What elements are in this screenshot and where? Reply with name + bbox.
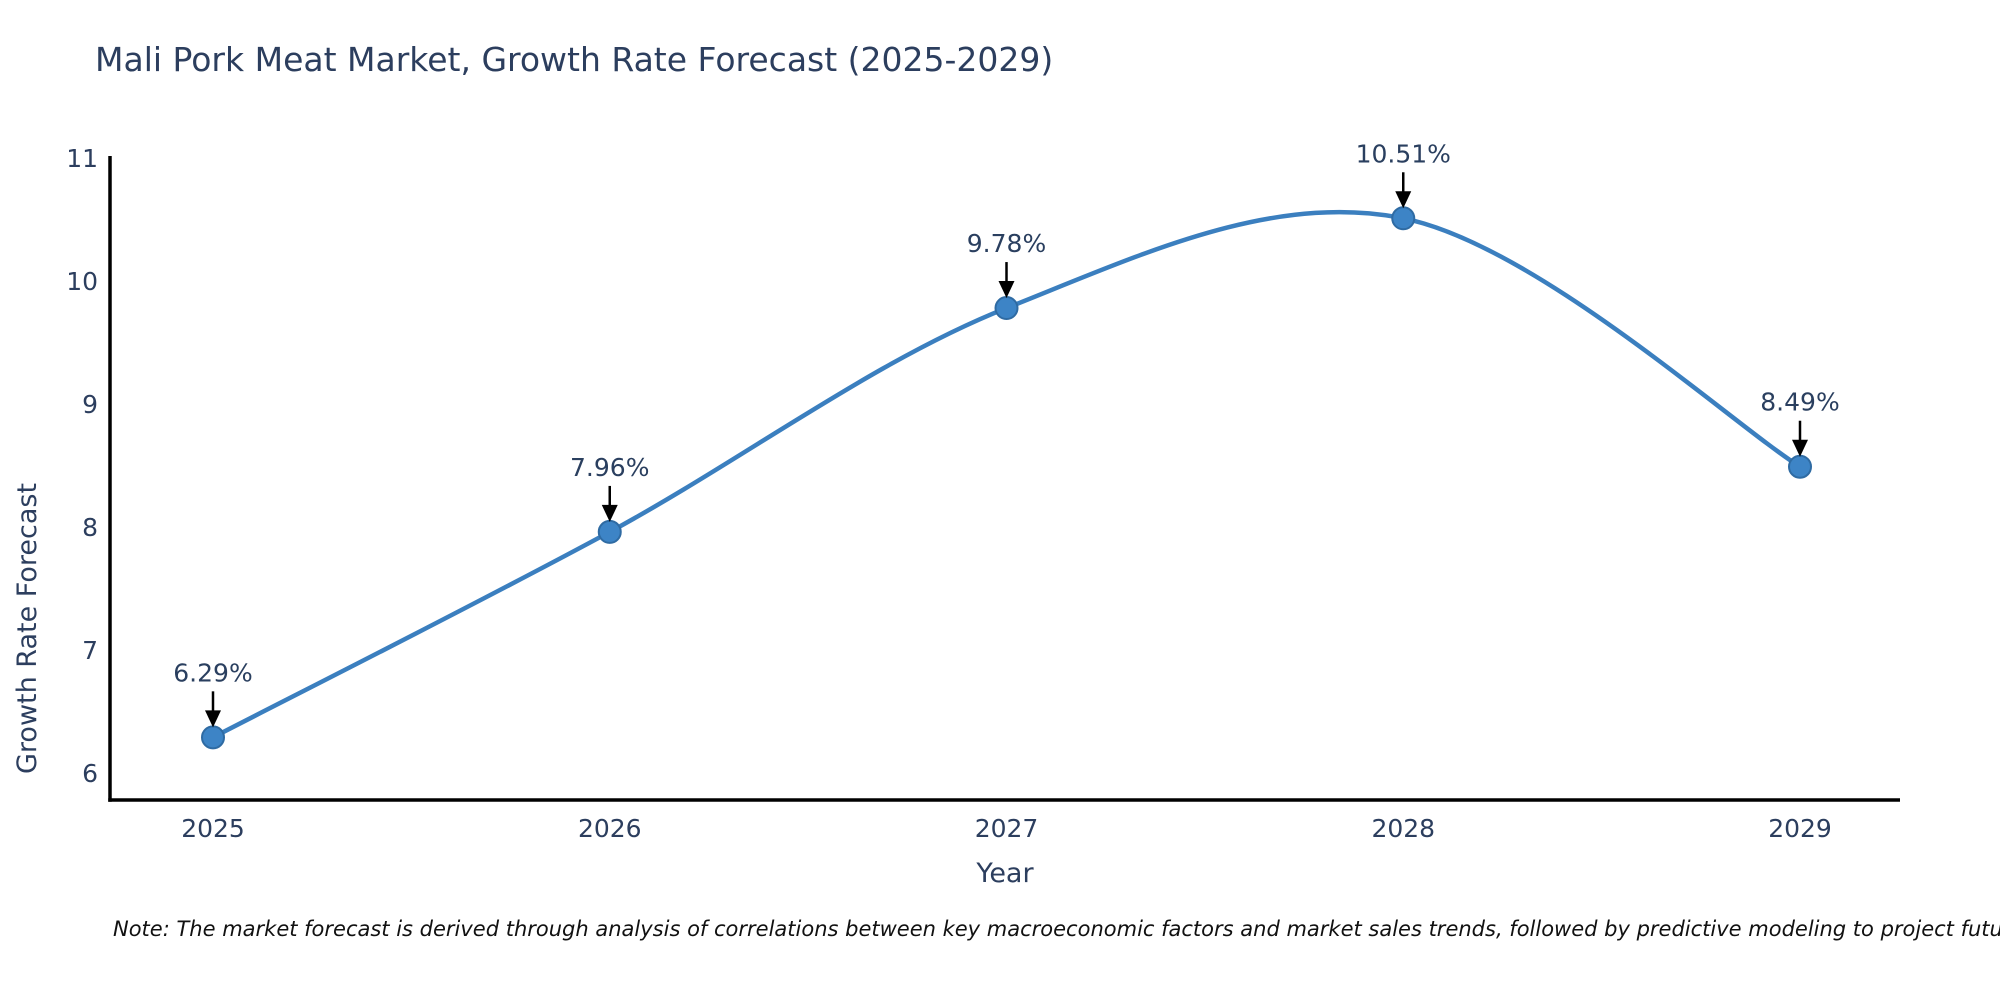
axes-layer	[108, 156, 1900, 802]
annotation-label: 6.29%	[173, 658, 252, 687]
y-tick-label: 8	[82, 513, 98, 542]
data-point-marker	[994, 296, 1019, 321]
footnote: Note: The market forecast is derived thr…	[113, 917, 2000, 941]
annotations-layer: 6.29% 7.96% 9.78% 10.51% 8.49%	[173, 139, 1840, 728]
x-axis-title: Year	[976, 858, 1034, 889]
x-tick-label: 2027	[975, 814, 1039, 843]
point-annotation: 9.78%	[967, 229, 1046, 299]
y-tick-label: 10	[66, 267, 98, 296]
annotation-arrowhead	[205, 710, 221, 728]
x-tick-label: 2029	[1768, 814, 1832, 843]
annotation-arrowhead	[998, 281, 1015, 299]
annotation-arrowhead	[1395, 191, 1412, 209]
point-annotation: 10.51%	[1356, 139, 1451, 209]
y-tick-label: 9	[82, 390, 98, 419]
point-annotation: 7.96%	[570, 453, 649, 522]
data-point-marker	[1788, 454, 1812, 479]
data-point-marker	[201, 725, 225, 750]
series-layer	[201, 206, 1812, 750]
chart-title: Mali Pork Meat Market, Growth Rate Forec…	[95, 40, 1054, 79]
data-point-marker	[597, 519, 622, 544]
annotation-arrowhead	[1792, 439, 1808, 457]
y-tick-label: 11	[66, 144, 98, 173]
annotation-label: 8.49%	[1760, 388, 1839, 417]
point-annotation: 6.29%	[173, 658, 253, 728]
ticks-layer: 6 7 8 9 10 11 2025 2026 2027 2028 2029	[66, 144, 1832, 843]
x-tick-label: 2025	[181, 814, 245, 843]
annotation-label: 7.96%	[570, 453, 649, 482]
y-tick-label: 6	[82, 759, 98, 788]
annotation-label: 10.51%	[1356, 139, 1451, 168]
point-annotation: 8.49%	[1760, 388, 1840, 457]
x-tick-label: 2026	[578, 814, 642, 843]
data-point-marker	[1391, 206, 1416, 231]
x-tick-label: 2028	[1371, 814, 1435, 843]
annotation-label: 9.78%	[967, 229, 1046, 258]
y-tick-label: 7	[82, 636, 98, 665]
annotation-arrowhead	[601, 504, 618, 522]
